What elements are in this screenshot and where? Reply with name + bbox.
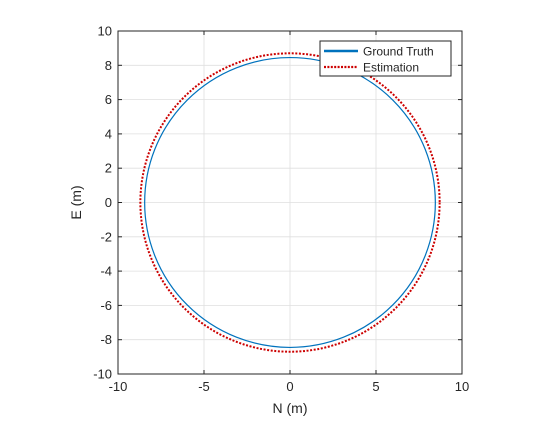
legend-label-ground-truth: Ground Truth (363, 45, 434, 59)
legend-label-estimation: Estimation (363, 61, 419, 75)
y-tick-label: -10 (93, 367, 112, 382)
series-estimation (139, 52, 441, 353)
grid-lines (118, 31, 462, 374)
y-tick-label: 0 (105, 195, 112, 210)
legend-box (319, 40, 452, 77)
x-axis-label: N (m) (273, 400, 308, 416)
x-tick-label: -5 (198, 379, 210, 394)
series-ground-truth (144, 56, 436, 349)
axis-ticks: -10 -5 0 5 10 -10 -8 -6 -4 -2 0 2 4 6 8 10 (93, 24, 469, 395)
y-tick-label: -8 (100, 332, 112, 347)
y-tick-label: -6 (100, 298, 112, 313)
y-tick-label: -2 (100, 229, 112, 244)
y-tick-label: 2 (105, 161, 112, 176)
x-tick-label: 10 (455, 379, 469, 394)
y-tick-label: 4 (105, 126, 112, 141)
x-tick-label: 0 (286, 379, 293, 394)
x-tick-label: -10 (109, 379, 128, 394)
legend: Ground Truth Estimation (319, 40, 452, 77)
y-tick-label: 10 (98, 24, 112, 39)
y-axis-label: E (m) (68, 185, 84, 219)
data-series (139, 52, 441, 353)
x-tick-label: 5 (372, 379, 379, 394)
y-tick-label: 8 (105, 58, 112, 73)
y-tick-label: 6 (105, 92, 112, 107)
y-tick-label: -4 (100, 264, 112, 279)
